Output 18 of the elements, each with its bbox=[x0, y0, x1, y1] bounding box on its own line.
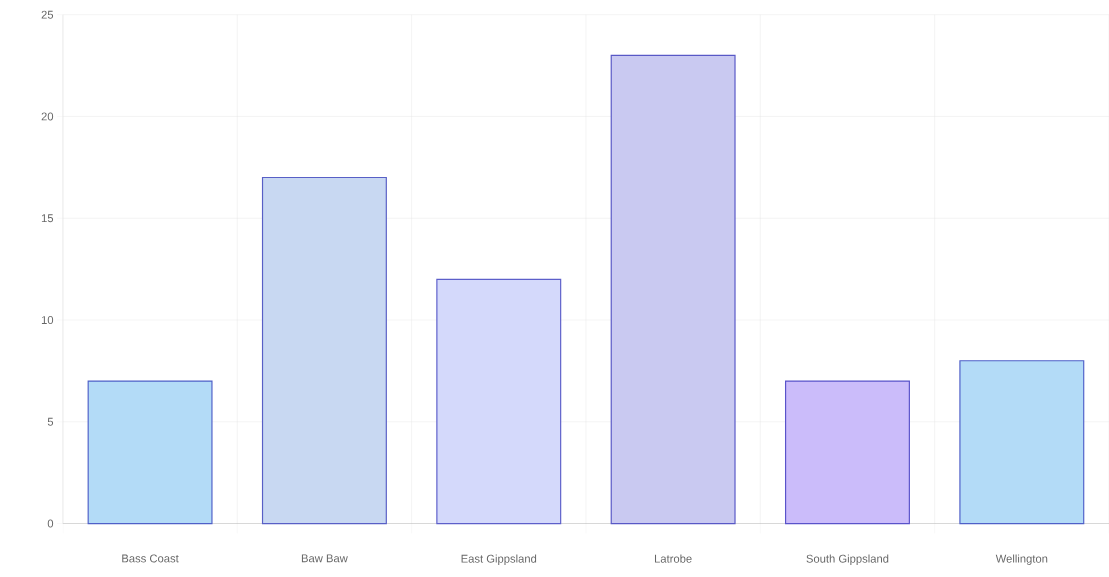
bar bbox=[436, 278, 562, 524]
x-tick-label: South Gippsland bbox=[806, 554, 889, 565]
y-tick-label: 25 bbox=[41, 10, 54, 19]
y-tick-label: 5 bbox=[47, 417, 54, 426]
bar bbox=[610, 54, 736, 524]
bar bbox=[959, 359, 1085, 524]
bar bbox=[87, 380, 213, 524]
bar bbox=[261, 176, 387, 524]
x-tick-label: East Gippsland bbox=[461, 554, 537, 565]
y-tick-label: 0 bbox=[47, 519, 54, 528]
x-tick-label: Bass Coast bbox=[122, 554, 179, 563]
y-tick-label: 10 bbox=[41, 315, 54, 324]
bar bbox=[784, 380, 910, 524]
x-tick-label: Wellington bbox=[995, 554, 1048, 565]
x-tick-label: Latrobe bbox=[654, 554, 692, 563]
y-tick-label: 20 bbox=[41, 112, 54, 121]
y-tick-label: 15 bbox=[41, 214, 54, 222]
x-tick-label: Baw Baw bbox=[301, 554, 348, 563]
